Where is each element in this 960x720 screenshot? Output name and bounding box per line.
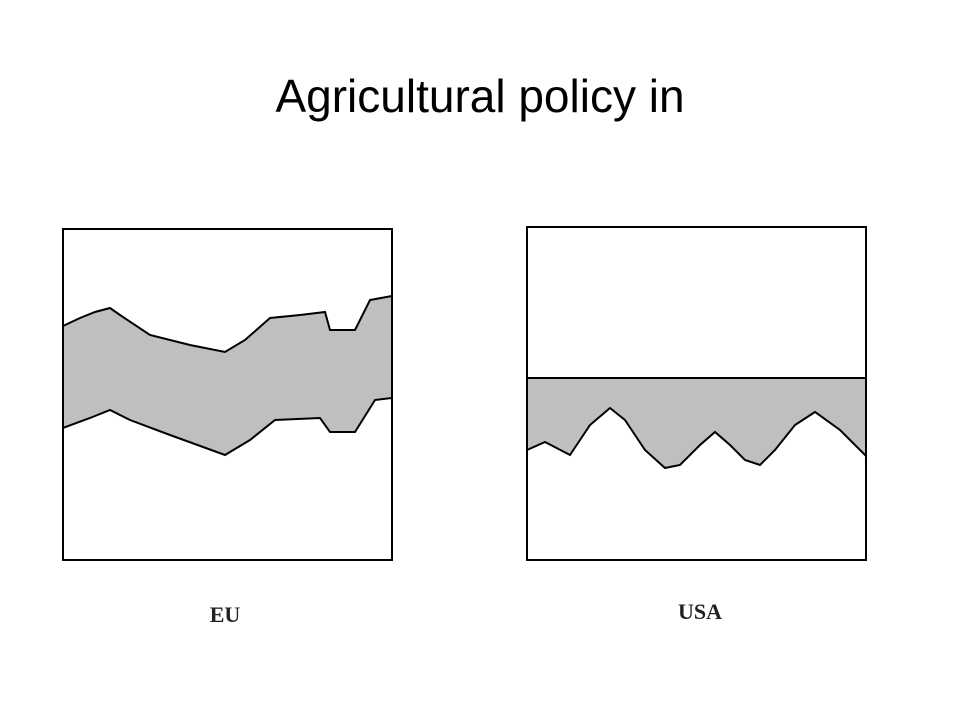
usa-diagram [526,226,867,561]
usa-band [526,377,867,470]
eu-label: EU [210,602,241,627]
slide-title: Agricultural policy in [275,70,684,122]
eu-diagram [62,228,393,561]
usa-label: USA [678,599,722,624]
eu-band [62,294,393,457]
